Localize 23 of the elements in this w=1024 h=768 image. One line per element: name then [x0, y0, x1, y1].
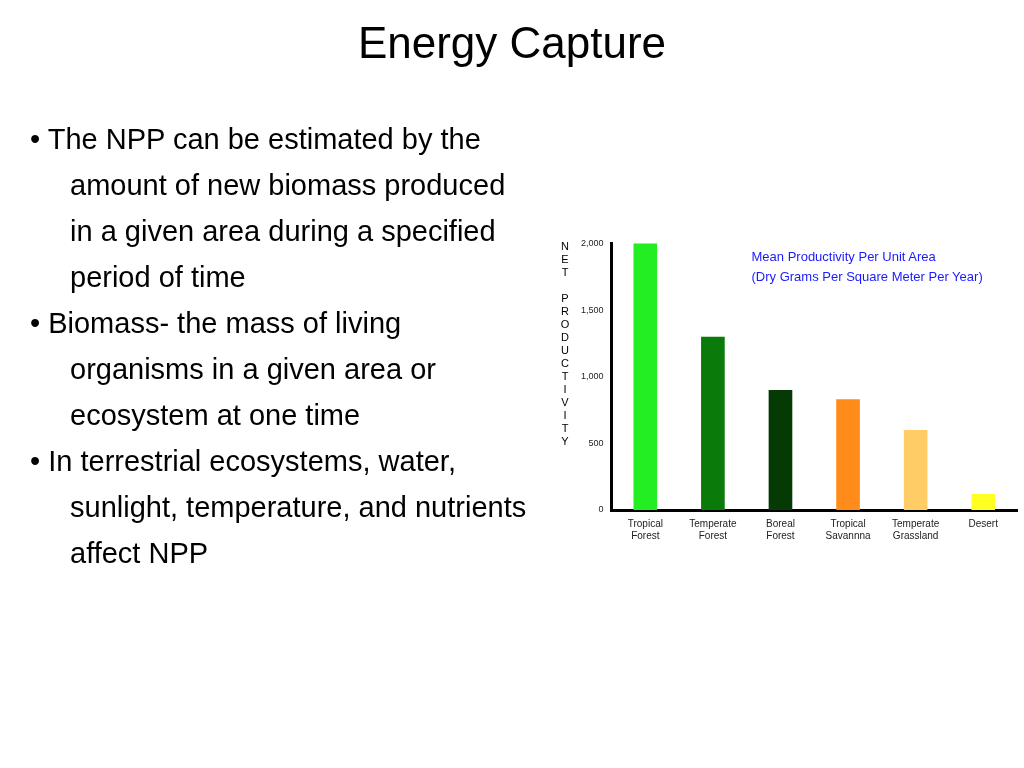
- text: • In terrestrial ecosystems, water, sunlight, temperature, and nutrients affect NPP: [30, 444, 528, 571]
- y-axis-title: NET PRODUCTIVITY: [558, 240, 572, 448]
- text: • Biomass- the mass of living organisms in a given area or ecosystem at one time: [30, 306, 437, 433]
- y-tick-label: 2,000: [580, 237, 604, 248]
- x-tick-label: Tropical Forest: [627, 517, 663, 541]
- bar: [836, 399, 860, 510]
- bar: [971, 494, 996, 510]
- y-tick-label: 1,000: [580, 371, 604, 382]
- text: • The NPP can be estimated by the amount of new biomass produced in a given area during a specified period of time: [30, 122, 507, 295]
- y-tick-label: 500: [588, 437, 604, 448]
- bar: [768, 390, 793, 510]
- y-tick-label: 0: [598, 504, 604, 515]
- x-tick-label: Temperate Forest: [689, 517, 737, 541]
- x-tick-label: Desert: [968, 517, 999, 529]
- y-tick-label: 1,500: [580, 304, 604, 315]
- bar: [633, 243, 658, 510]
- chart-title: Energy Capture: [356, 18, 668, 68]
- x-tick-label: Tropical Savannna: [825, 517, 871, 541]
- x-tick-label: Boreal Forest: [766, 517, 795, 541]
- x-tick-label: Temperate Grassland: [892, 517, 940, 541]
- text: Mean Productivity Per Unit Area (Dry Grams Per Square Meter Per Year): [751, 249, 983, 285]
- bar: [903, 430, 928, 510]
- bar: [701, 336, 725, 510]
